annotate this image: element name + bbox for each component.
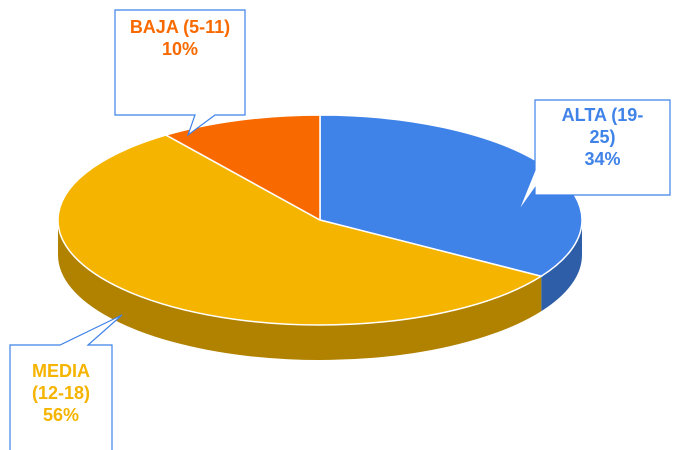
slice bbox=[164, 114, 321, 222]
callout-box bbox=[517, 99, 671, 213]
value-label: 34% bbox=[584, 149, 621, 169]
callout-box bbox=[9, 314, 123, 450]
slice bbox=[57, 134, 544, 326]
category-label: MEDIA (12-18) bbox=[31, 361, 91, 403]
value-label: 10% bbox=[161, 39, 199, 59]
data-label: ALTA (19-25) 34% bbox=[535, 104, 670, 170]
data-label: BAJA (5-11) 10% bbox=[115, 16, 245, 60]
slice-side bbox=[541, 220, 582, 312]
category-label: ALTA (19-25) bbox=[561, 105, 644, 147]
data-label: MEDIA (12-18) 56% bbox=[10, 360, 112, 426]
category-label: BAJA (5-11) bbox=[129, 17, 231, 37]
callout-box bbox=[114, 9, 246, 137]
slice-side bbox=[58, 220, 542, 361]
value-label: 56% bbox=[42, 405, 80, 425]
